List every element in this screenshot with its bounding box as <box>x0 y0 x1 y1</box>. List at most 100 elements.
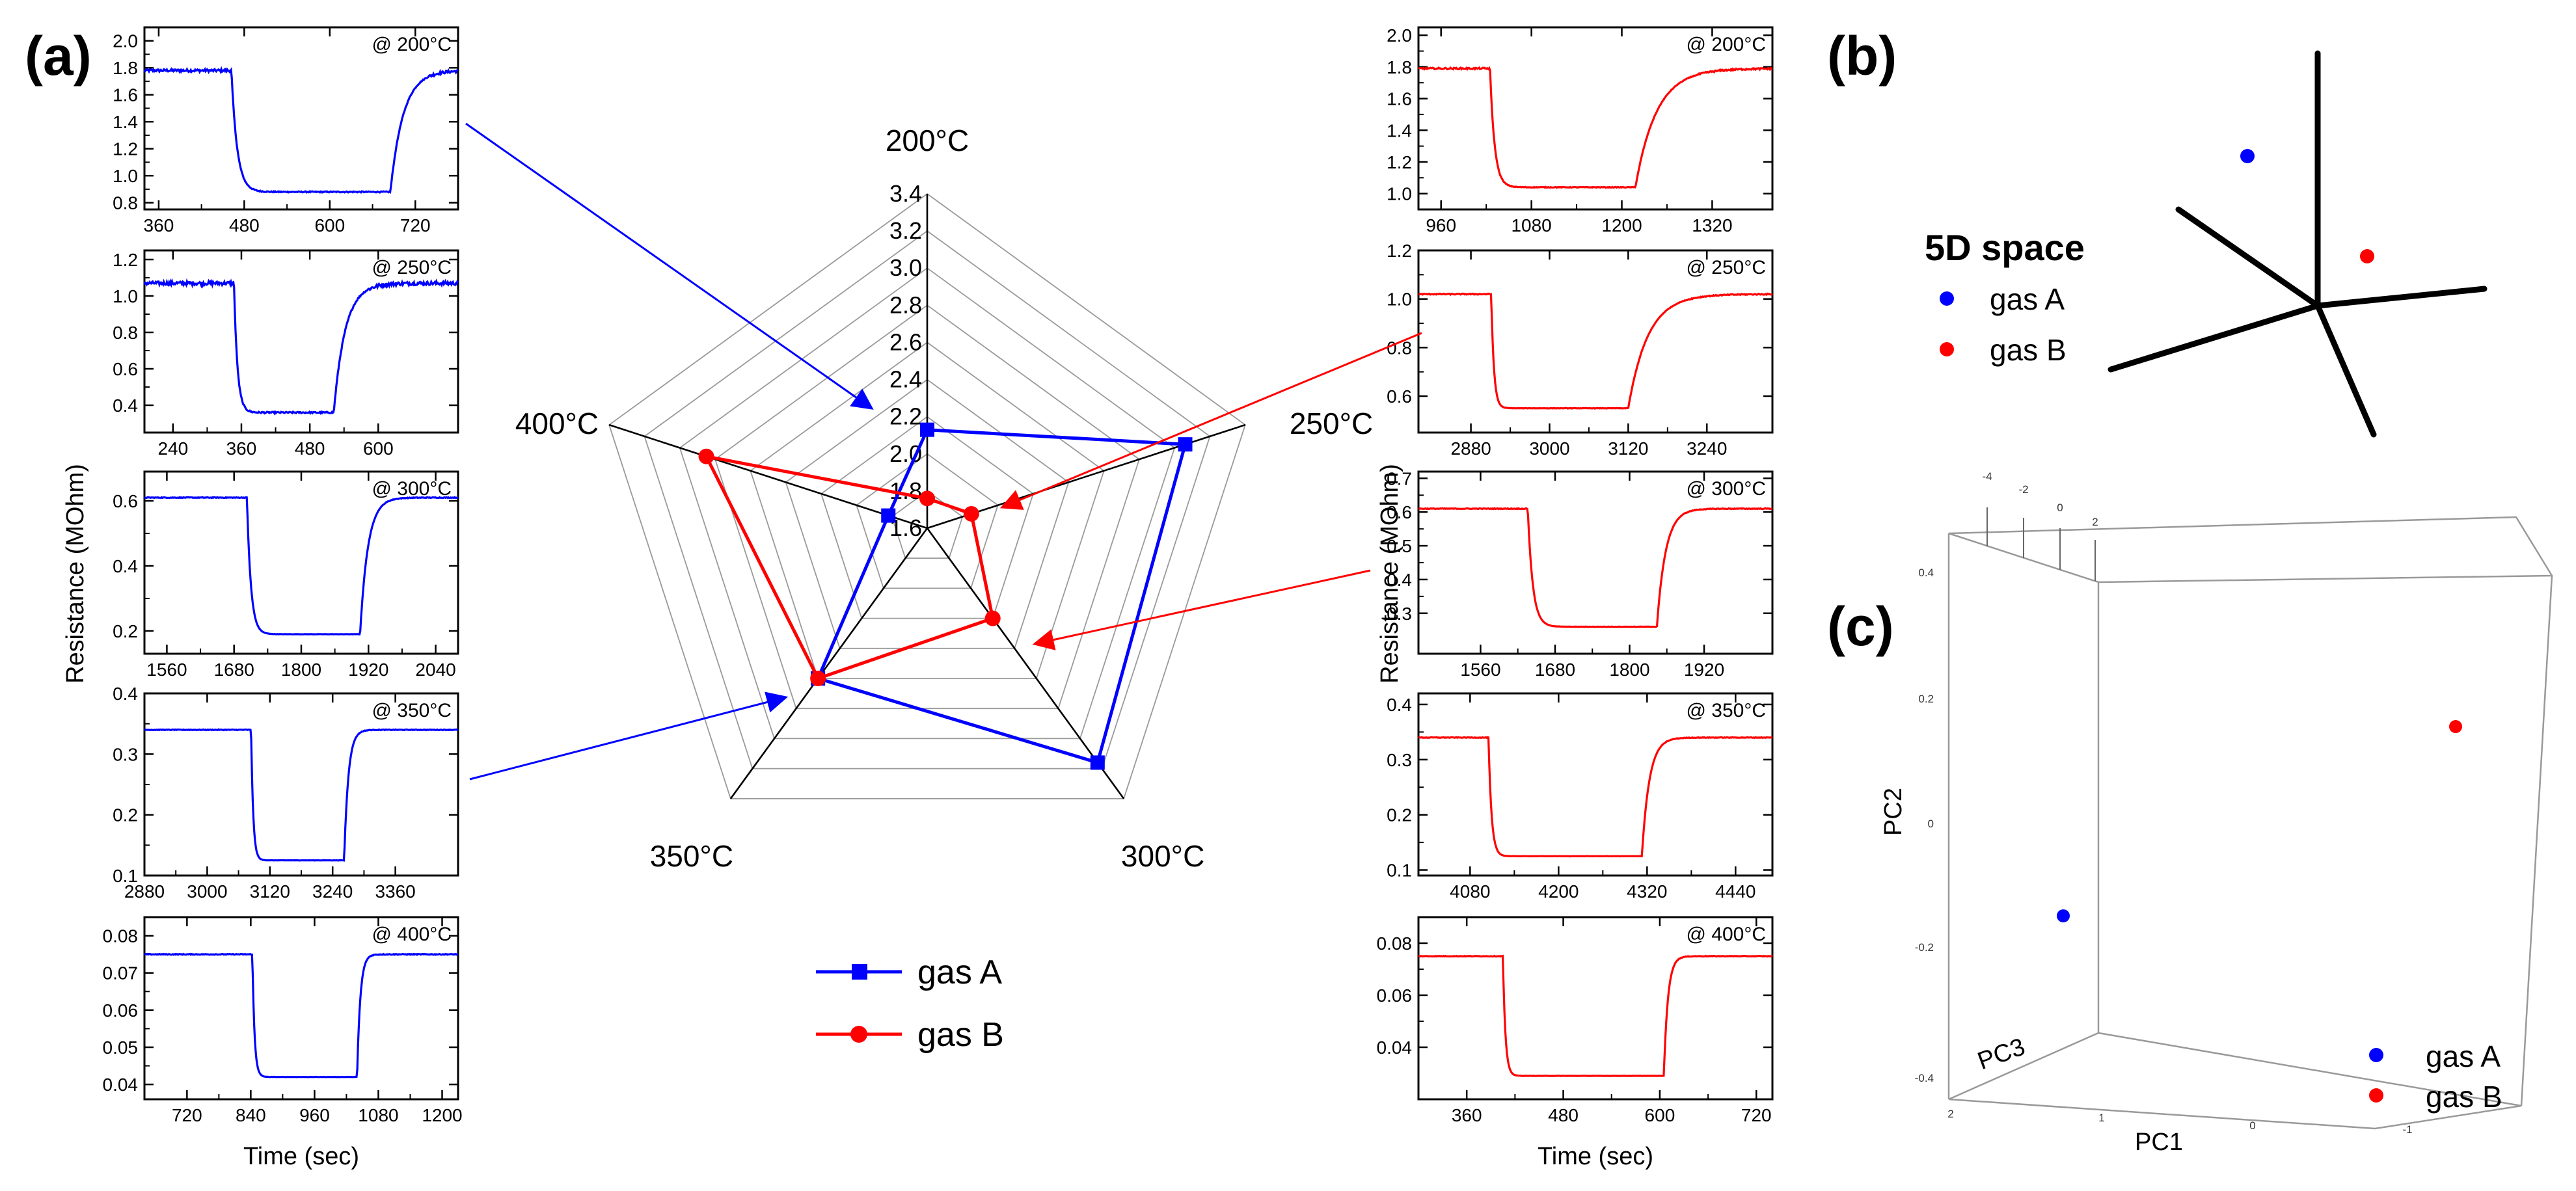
x-tick-label: 360 <box>1452 1105 1482 1125</box>
y-tick-label: 1.2 <box>113 139 138 159</box>
y-tick-label: 0.06 <box>1377 985 1413 1006</box>
timeseries-panel: 0.1 0.2 0.3 0.4 4080 4200 4320 4440 @ 350°C <box>1387 692 1774 902</box>
pca-pc1-ticks: 2 1 0 -1 <box>1947 1108 2412 1136</box>
radar-tick-label: 2.2 <box>889 403 922 430</box>
pca-box-edge <box>2520 575 2553 1106</box>
y-tick-label: 0.04 <box>1377 1037 1413 1058</box>
x-tick-label: 1320 <box>1692 215 1732 235</box>
y-tick-label: 0.1 <box>1387 861 1412 881</box>
response-curve <box>1418 66 1773 189</box>
x-tick-label: 720 <box>1741 1105 1772 1125</box>
pca-pc2-tick-label: 0 <box>1928 818 1934 830</box>
temperature-label: @ 400°C <box>372 924 452 945</box>
response-curve <box>144 728 459 862</box>
5d-axes <box>2108 50 2488 438</box>
x-tick-label: 2880 <box>124 881 165 902</box>
x-tick-label: 600 <box>363 438 394 459</box>
timeseries-panel: 0.6 0.8 1.0 1.2 2880 3000 3120 3240 @ 250°C <box>1387 241 1774 459</box>
pca-pc3-tick-label: 2 <box>2092 516 2098 528</box>
y-tick-label: 0.4 <box>113 684 138 704</box>
y-tick-label: 0.2 <box>113 805 138 825</box>
radar-axis-label: 400°C <box>515 407 599 440</box>
radar-tick-label: 2.6 <box>889 328 922 355</box>
y-axis-title: Resistance (MOhm) <box>62 464 89 684</box>
y-tick-label: 1.2 <box>113 250 138 270</box>
x-axis-title: Time (sec) <box>243 1143 359 1170</box>
timeseries-panel: 0.2 0.4 0.6 1560 1680 1800 1920 2040 @ 300°C <box>113 470 459 680</box>
x-tick-label: 960 <box>299 1105 330 1125</box>
y-tick-label: 1.6 <box>113 85 138 105</box>
pca-point-gas-b <box>2449 720 2462 733</box>
y-tick-label: 0.4 <box>1387 570 1412 590</box>
pca-box <box>1947 516 2554 1130</box>
pca-pc1-tick-label: -1 <box>2402 1123 2412 1136</box>
pca-pc1-tick-label: 1 <box>2098 1112 2104 1124</box>
radar-grid-ring <box>644 230 1211 769</box>
y-tick-label: 0.2 <box>1387 805 1412 825</box>
gas-a-timeseries-column: 0.8 1.0 1.2 1.4 1.6 1.8 2.0 360 480 600 720 @ 200°C… <box>62 26 463 1170</box>
x-tick-label: 4320 <box>1627 881 1667 902</box>
y-axis-title: Resistance (MOhm) <box>1376 464 1403 684</box>
panel-frame <box>143 692 459 877</box>
y-tick-label: 1.2 <box>1387 241 1412 261</box>
5d-axis-2 <box>2175 206 2321 309</box>
radar-tick-label: 2.4 <box>889 366 922 393</box>
pca-legend-label-gas-a: gas A <box>2426 1039 2501 1073</box>
x-tick-label: 3240 <box>312 881 353 902</box>
x-tick-label: 960 <box>1426 215 1456 235</box>
radar-grid-ring <box>750 341 1105 679</box>
response-curve <box>144 952 459 1078</box>
x-tick-label: 3360 <box>375 881 415 902</box>
5d-point-gas-b <box>2360 249 2374 263</box>
radar-grid-ring <box>856 453 999 589</box>
y-tick-label: 0.4 <box>1387 695 1412 715</box>
temperature-label: @ 300°C <box>1686 478 1766 500</box>
pca-axis-label-pc1: PC1 <box>2135 1129 2183 1156</box>
panel-frame <box>1417 249 1774 434</box>
y-tick-label: 0.2 <box>113 621 138 641</box>
y-tick-label: 0.1 <box>113 866 138 886</box>
y-tick-label: 0.5 <box>1387 536 1412 556</box>
radar-grid-ring <box>679 267 1176 740</box>
radar-axis-label: 350°C <box>650 839 733 873</box>
x-tick-label: 3000 <box>187 881 227 902</box>
arrow-gasA-200 <box>465 122 874 410</box>
pca-pc3-tick-label: 0 <box>2057 502 2063 514</box>
x-tick-label: 4080 <box>1450 881 1490 902</box>
radar-grid-ring <box>785 379 1070 649</box>
y-tick-label: 0.04 <box>103 1075 139 1095</box>
timeseries-panel: 0.04 0.05 0.06 0.07 0.08 720 840 960 1080 1200 @ 4… <box>103 916 463 1125</box>
x-tick-label: 2880 <box>1450 438 1491 459</box>
x-tick-label: 600 <box>1645 1105 1675 1125</box>
x-tick-label: 2040 <box>415 660 455 680</box>
radar-tick-label: 2.8 <box>889 291 922 318</box>
x-tick-label: 360 <box>144 215 174 235</box>
y-tick-label: 0.6 <box>1387 386 1412 407</box>
response-curve <box>1418 507 1772 628</box>
5d-legend-marker-gas-b <box>1940 342 1954 356</box>
y-tick-label: 0.6 <box>1387 502 1412 522</box>
pca-legend-label-gas-b: gas B <box>2426 1080 2502 1114</box>
panel-frame <box>143 470 459 655</box>
radar-tick-label: 3.4 <box>889 180 922 207</box>
y-tick-label: 2.0 <box>113 31 138 51</box>
radar-grid-ring <box>891 490 964 559</box>
y-tick-label: 1.0 <box>113 166 138 186</box>
y-tick-label: 0.7 <box>1387 468 1412 488</box>
x-tick-label: 840 <box>236 1105 266 1125</box>
x-tick-label: 1560 <box>146 660 187 680</box>
panel-b-5d-space: 5D space gas A gas B <box>1925 50 2488 438</box>
timeseries-panel: 0.1 0.2 0.3 0.4 2880 3000 3120 3240 3360 @ 350°C <box>113 684 459 902</box>
pca-box-back-face <box>1948 516 2554 583</box>
5d-legend-label-gas-a: gas A <box>1990 282 2065 316</box>
pca-box-edge <box>1948 1098 2376 1130</box>
radar-point <box>920 422 934 437</box>
radar-axis-label: 250°C <box>1290 407 1373 440</box>
radar-point <box>963 505 979 522</box>
pca-pc2-tick-label: 0.4 <box>1918 567 1934 579</box>
panel-frame <box>143 26 459 211</box>
temperature-label: @ 300°C <box>372 478 452 500</box>
panel-c-pca-3d: -4 -2 0 2 0.4 0.2 0 -0.2 -0.4 PC2 PC3 2 … <box>1880 470 2554 1156</box>
temperature-label: @ 400°C <box>1686 924 1766 945</box>
y-tick-label: 0.08 <box>1377 933 1413 954</box>
